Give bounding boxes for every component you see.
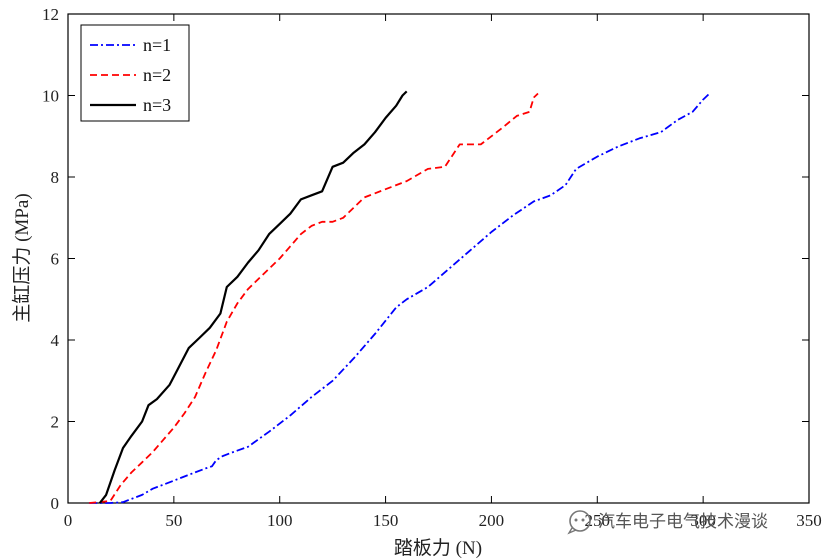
y-tick-label: 4 — [51, 331, 60, 350]
series-line-n=2 — [89, 92, 539, 504]
legend-box — [80, 24, 190, 122]
series-line-n=3 — [98, 90, 408, 504]
x-tick-label: 150 — [373, 511, 399, 530]
series-layer — [89, 90, 711, 504]
x-tick-label: 100 — [267, 511, 293, 530]
x-tick-label: 200 — [479, 511, 505, 530]
watermark-text: 汽车电子电气技术漫谈 — [598, 512, 768, 532]
y-tick-label: 12 — [42, 5, 59, 24]
x-axis-title: 踏板力 (N) — [394, 537, 482, 559]
y-tick-label: 10 — [42, 87, 59, 106]
chat-bubble-icon — [567, 510, 591, 535]
series-line-n=1 — [89, 92, 711, 504]
plot-area — [67, 13, 810, 504]
legend-label: n=3 — [143, 95, 171, 115]
x-tick-label: 250 — [585, 511, 611, 530]
legend-label: n=1 — [143, 35, 171, 55]
y-tick-label: 8 — [51, 168, 60, 187]
y-axis: 0 2 4 6 8 10 12 — [42, 5, 809, 513]
y-tick-label: 2 — [51, 413, 60, 432]
y-tick-label: 6 — [51, 250, 60, 269]
y-axis-title: 主缸压力 (MPa) — [11, 193, 33, 322]
legend-label: n=2 — [143, 65, 171, 85]
x-tick-label: 0 — [64, 511, 73, 530]
x-tick-label: 50 — [165, 511, 182, 530]
x-axis: 0 50 100 150 200 250 300 350 — [64, 14, 822, 530]
watermark: 汽车电子电气技术漫谈 — [567, 510, 768, 535]
legend: n=1 n=2 n=3 — [80, 24, 190, 122]
y-tick-label: 0 — [51, 494, 60, 513]
x-tick-label: 300 — [690, 511, 716, 530]
x-tick-label: 350 — [796, 511, 822, 530]
